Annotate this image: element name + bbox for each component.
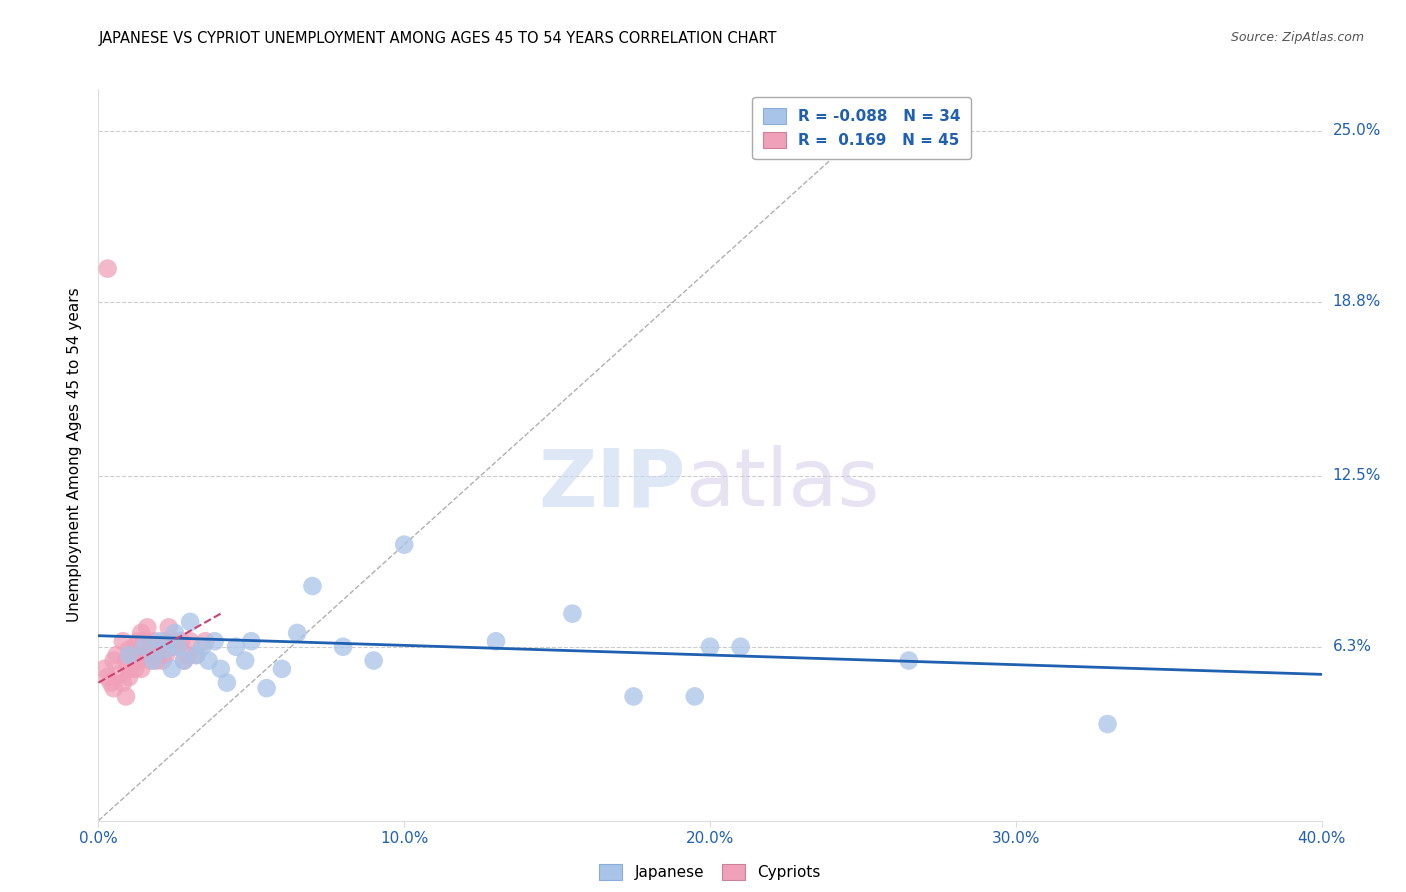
Point [160,662,183,676]
Point [285,626,308,640]
Point [173,654,195,668]
Point [163,626,186,640]
Point [204,634,226,648]
Point [136,620,159,634]
Point [134,648,156,662]
Point [485,634,508,648]
Point [699,640,721,654]
Point [157,620,180,634]
Point [167,640,190,654]
Point [93,662,115,676]
Point [118,642,141,657]
Point [118,670,141,684]
Point [194,634,217,648]
Text: 6.3%: 6.3% [1333,640,1372,654]
Text: 25.0%: 25.0% [1333,123,1381,138]
Point [225,640,247,654]
Point [111,675,134,690]
Point [129,662,152,676]
Point [142,654,165,668]
Point [142,642,165,657]
Point [332,640,354,654]
Point [145,654,167,668]
Text: JAPANESE VS CYPRIOT UNEMPLOYMENT AMONG AGES 45 TO 54 YEARS CORRELATION CHART: JAPANESE VS CYPRIOT UNEMPLOYMENT AMONG A… [98,31,778,46]
Point [149,648,172,662]
Point [129,626,152,640]
Point [179,634,201,648]
Point [124,640,146,654]
Point [256,681,278,695]
Point [392,538,416,552]
Point [155,642,177,657]
Point [97,261,120,276]
Point [149,634,172,648]
Point [240,634,263,648]
Point [121,648,143,662]
Point [103,681,125,695]
Y-axis label: Unemployment Among Ages 45 to 54 years: Unemployment Among Ages 45 to 54 years [67,287,83,623]
Point [160,640,183,654]
Point [179,615,201,629]
Point [209,662,232,676]
Point [134,640,156,654]
Point [108,667,131,681]
Text: 18.8%: 18.8% [1333,294,1381,310]
Text: atlas: atlas [686,445,880,524]
Point [301,579,323,593]
Point [127,634,149,648]
Point [163,634,186,648]
Point [1097,717,1119,731]
Point [127,654,149,668]
Point [152,654,174,668]
Point [561,607,583,621]
Point [115,654,138,668]
Point [363,654,385,668]
Legend: Japanese, Cypriots: Japanese, Cypriots [593,858,827,886]
Point [115,690,138,704]
Point [155,634,177,648]
Point [197,654,219,668]
Point [233,654,256,668]
Point [155,648,177,662]
Point [683,690,706,704]
Point [730,640,752,654]
Point [105,648,128,662]
Point [167,640,190,654]
Point [176,648,198,662]
Point [191,640,214,654]
Point [118,648,141,662]
Point [623,690,645,704]
Point [124,662,146,676]
Point [186,648,208,662]
Point [134,634,156,648]
Point [215,675,238,690]
Point [97,670,120,684]
Text: Source: ZipAtlas.com: Source: ZipAtlas.com [1230,31,1364,45]
Point [149,640,172,654]
Text: 12.5%: 12.5% [1333,468,1381,483]
Point [136,640,159,654]
Point [170,634,193,648]
Point [173,654,195,668]
Point [111,634,134,648]
Point [897,654,920,668]
Point [103,654,125,668]
Point [118,662,141,676]
Point [100,675,122,690]
Point [142,634,165,648]
Point [186,648,208,662]
Point [139,654,162,668]
Text: ZIP: ZIP [538,445,686,524]
Point [270,662,292,676]
